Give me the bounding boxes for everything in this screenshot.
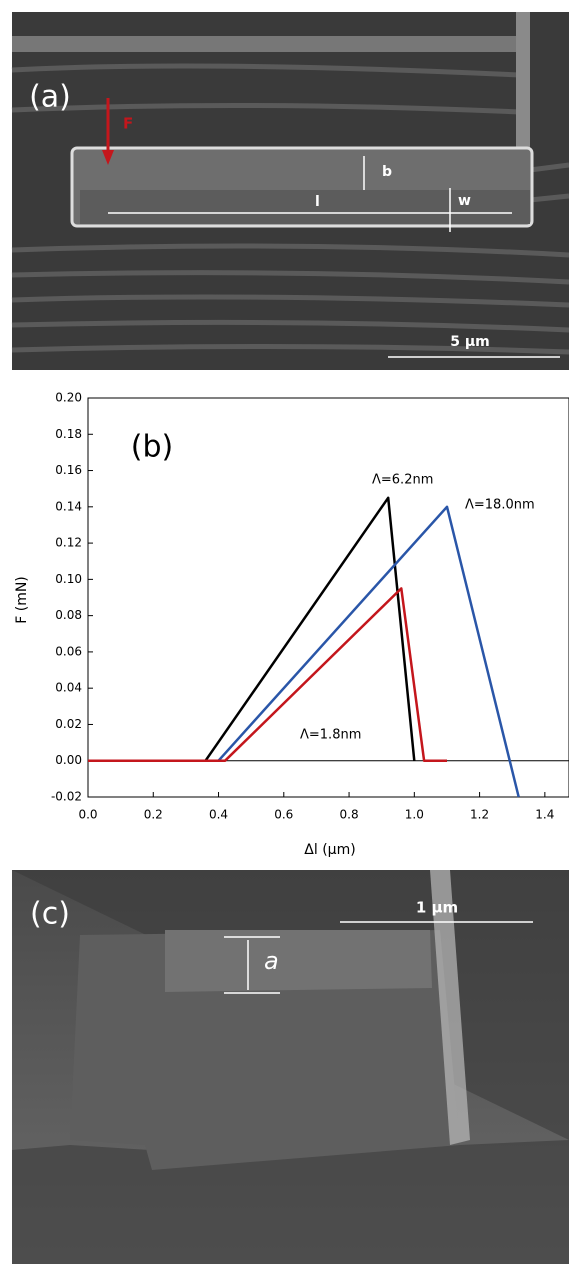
y-tick-label: 0.12: [55, 536, 82, 550]
scale-label: 1 µm: [416, 899, 458, 917]
series-annotation: Λ=6.2nm: [372, 473, 433, 488]
dim-label: b: [382, 164, 392, 180]
y-axis-label: F (mN): [14, 576, 30, 624]
y-tick-label: 0.06: [55, 644, 82, 658]
dim-label: a: [264, 947, 279, 975]
x-tick-label: 0.8: [340, 808, 359, 822]
series-annotation: Λ=18.0nm: [465, 498, 535, 513]
panel-label: (b): [131, 430, 173, 465]
x-tick-label: 0.6: [274, 808, 293, 822]
y-tick-label: 0.16: [55, 463, 82, 477]
dim-label: l: [315, 194, 320, 210]
scale-label: 5 µm: [450, 334, 490, 350]
panel-c: (c) a 1 µm: [12, 870, 569, 1264]
y-tick-label: 0.02: [55, 717, 82, 731]
x-tick-label: 0.2: [144, 808, 163, 822]
x-tick-label: 1.0: [405, 808, 424, 822]
y-tick-label: 0.10: [55, 572, 82, 586]
panel-label: (a): [29, 80, 71, 115]
series-line: [88, 496, 416, 762]
x-tick-label: 0.0: [78, 808, 97, 822]
y-tick-label: 0.08: [55, 608, 82, 622]
series-annotation: Λ=1.8nm: [300, 728, 361, 743]
panel-label: (c): [30, 897, 70, 932]
y-tick-label: 0.18: [55, 427, 82, 441]
x-tick-label: 1.4: [535, 808, 554, 822]
x-tick-label: 1.2: [470, 808, 489, 822]
y-tick-label: 0.20: [55, 391, 82, 405]
x-axis-label: Δl (µm): [304, 842, 355, 858]
dim-label: w: [458, 193, 471, 209]
y-tick-label: -0.02: [51, 790, 82, 804]
series-line: [88, 505, 520, 798]
y-tick-label: 0.04: [55, 681, 82, 695]
chart: Δl (µm) F (mN) (b) -0.02 0.00 0.02 0.04 0.06…: [14, 391, 569, 858]
panel-a: (a) F b l w 5 µm: [11, 12, 569, 370]
y-tick-label: 0.00: [55, 753, 82, 767]
force-label: F: [123, 115, 133, 133]
x-tick-label: 0.4: [209, 808, 228, 822]
series-line: [88, 587, 447, 762]
y-tick-label: 0.14: [55, 499, 82, 513]
